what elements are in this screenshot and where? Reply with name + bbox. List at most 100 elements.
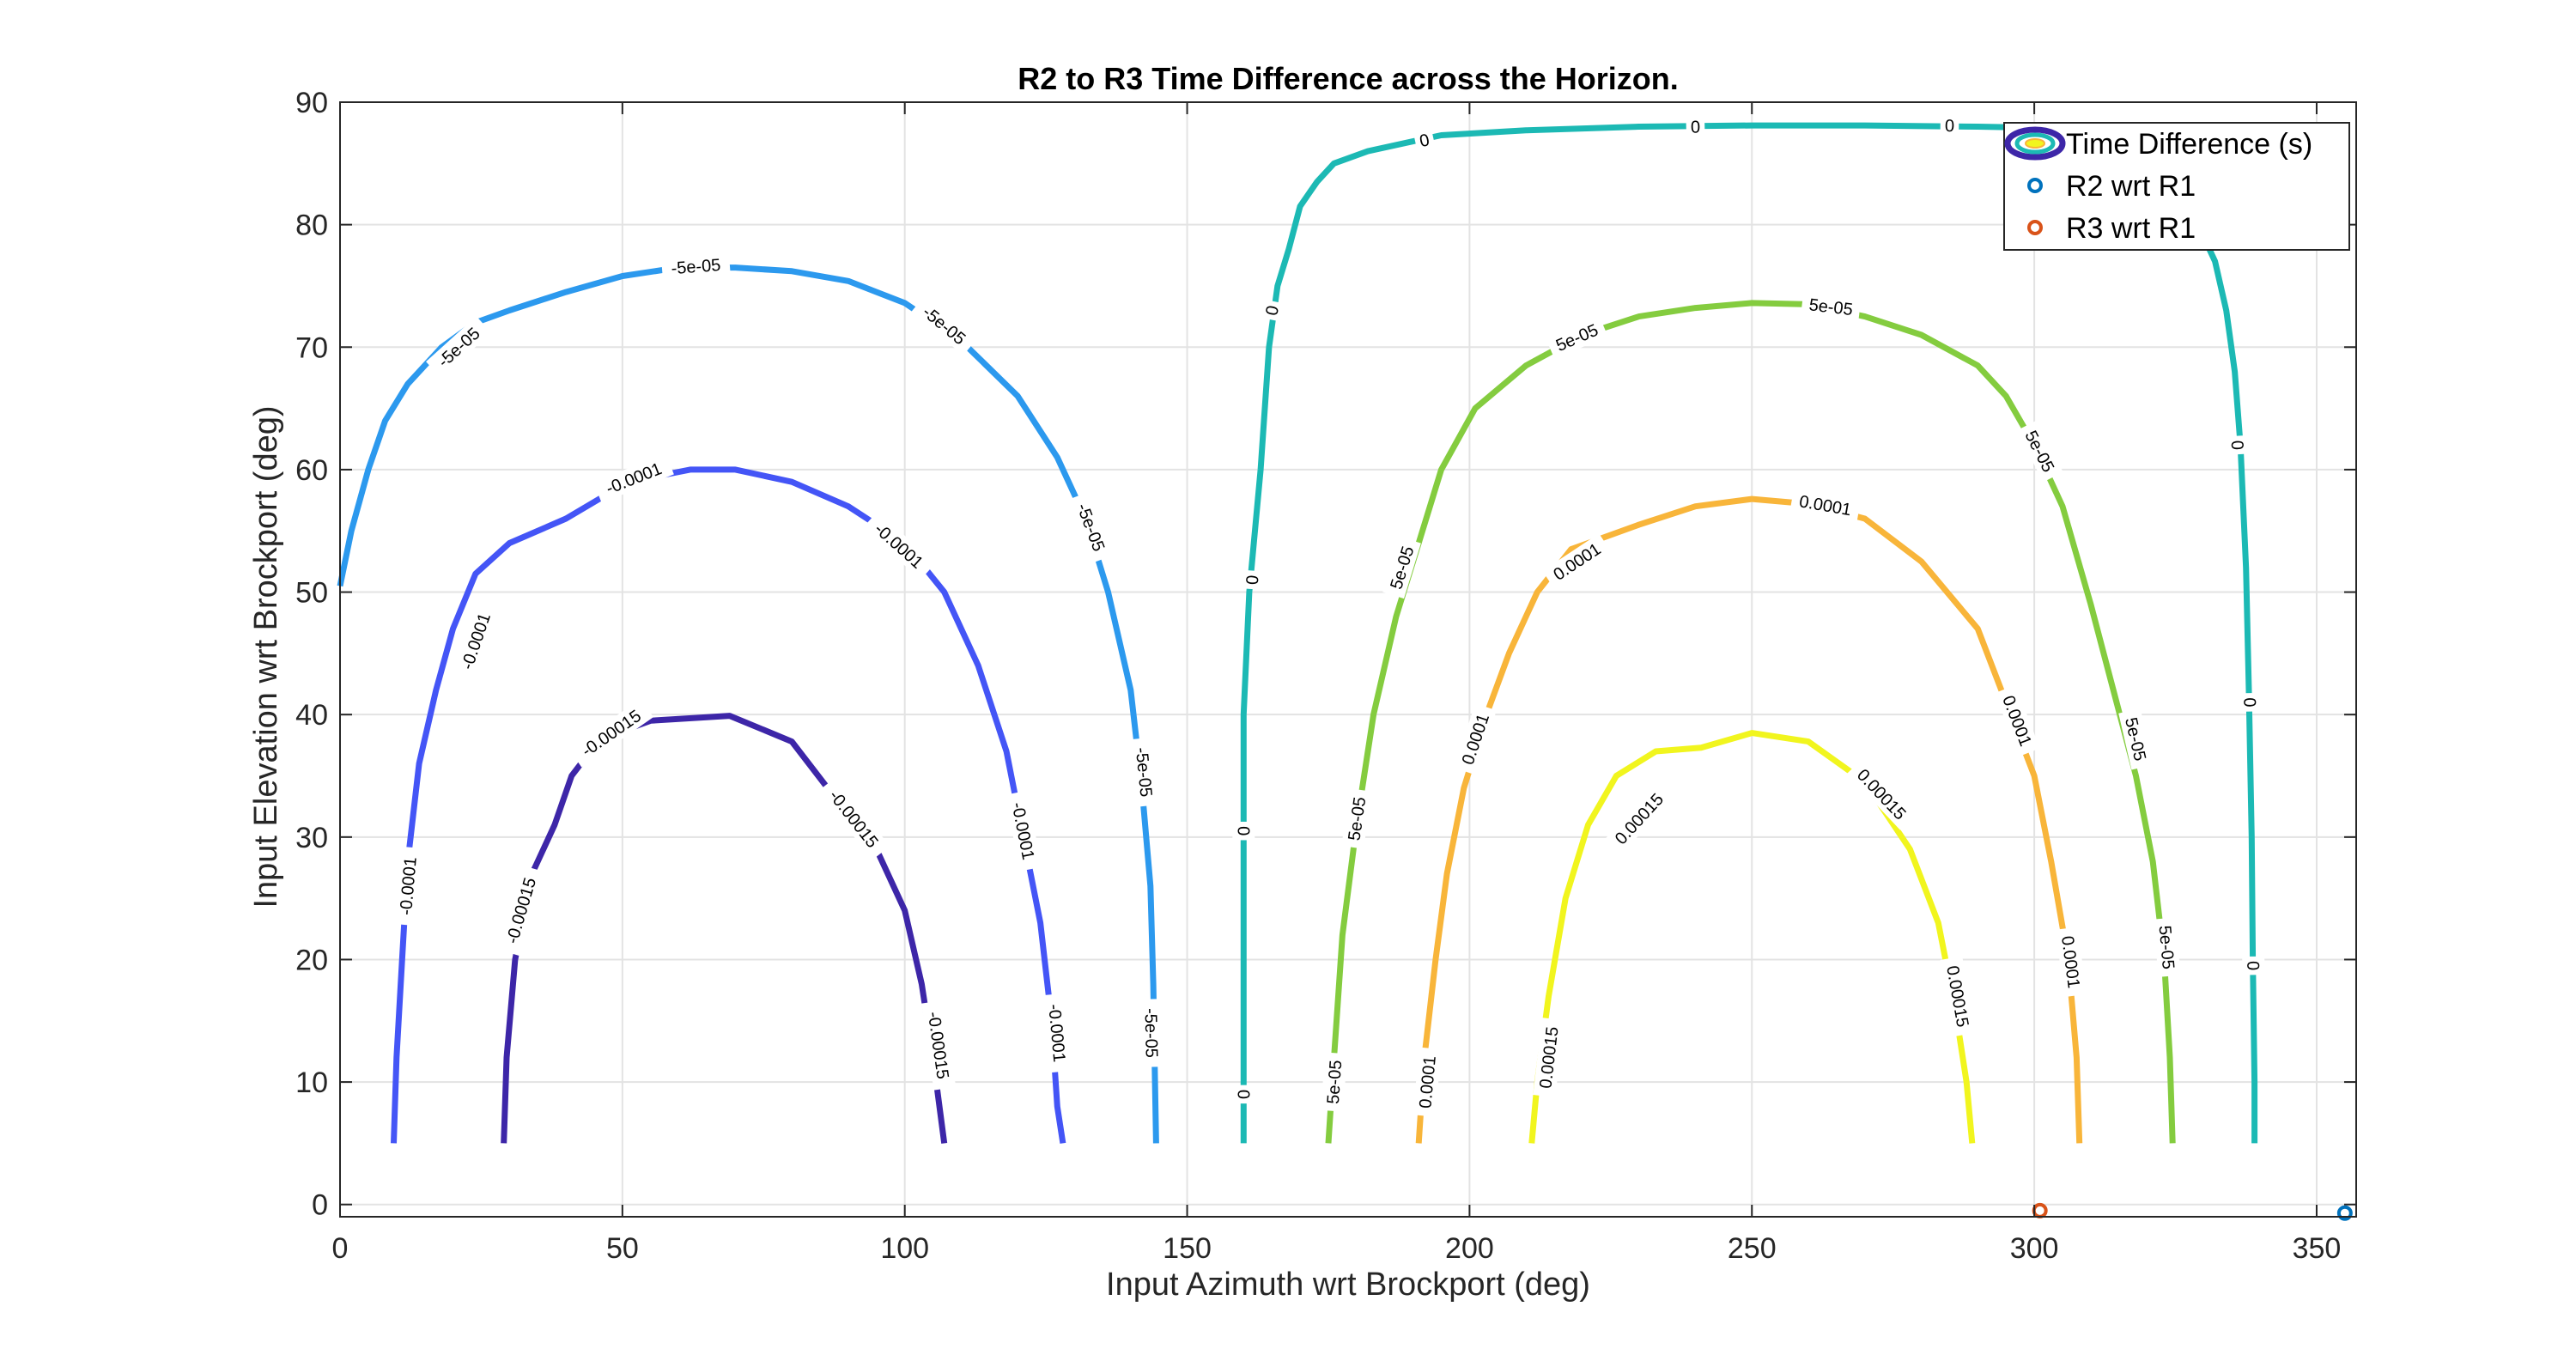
contour-label-bg [1321, 1052, 1347, 1112]
contour-label: 0 [1232, 821, 1255, 841]
contour-label-bg [1042, 993, 1072, 1073]
y-tick-label: 60 [295, 454, 328, 487]
y-tick-label: 20 [295, 944, 328, 976]
contour-label-text: -5e-05 [1140, 1008, 1160, 1058]
contour-label-bg [1686, 115, 1705, 138]
y-tick-label: 90 [295, 87, 328, 119]
contour-label-text: 0 [2227, 440, 2247, 450]
contour-label: 0.0001 [1413, 1047, 1442, 1117]
contour-label: 0 [1259, 299, 1285, 322]
x-axis-label: Input Azimuth wrt Brockport (deg) [1106, 1267, 1590, 1303]
contour-label-bg [1413, 127, 1437, 154]
contour-label-bg [426, 316, 492, 379]
legend-ellipse-middle [2014, 132, 2056, 155]
contour-label: 0 [1686, 115, 1705, 138]
contour-label: 5e-05 [2153, 917, 2181, 977]
plot-area [340, 102, 2356, 1217]
contour-label-bg [1005, 790, 1042, 872]
contour-label-bg [1801, 292, 1862, 322]
contour-label-bg [1847, 758, 1917, 830]
legend-ellipse-outer [2004, 126, 2066, 161]
contour-label-bg [2118, 708, 2154, 770]
contour-legend-icon [2004, 126, 2066, 161]
y-tick-label: 80 [295, 210, 328, 242]
contour-label-bg [1995, 684, 2040, 756]
legend-marker [2027, 220, 2043, 235]
contour-label: 0 [2239, 692, 2262, 712]
contour-label-text: 5e-05 [1324, 1060, 1346, 1105]
contour-label-bg [1068, 491, 1114, 563]
contour-label-text: 0 [2239, 697, 2258, 708]
y-tick-label: 0 [312, 1189, 328, 1222]
contour-label-text: 0 [1691, 118, 1701, 137]
contour-label-bg [393, 846, 422, 927]
plot-frame [339, 101, 2357, 1218]
contour-label-bg [1413, 1047, 1442, 1117]
contour-label: 5e-05 [1321, 1052, 1347, 1112]
contour-label: 5e-05 [1801, 292, 1862, 322]
contour-label-bg [497, 865, 544, 956]
y-axis-label: Input Elevation wrt Brockport (deg) [248, 405, 284, 908]
contour-label-bg [1341, 788, 1372, 849]
contour-label-bg [593, 453, 674, 503]
contour-label-bg [1232, 821, 1255, 841]
x-tick-label: 250 [1728, 1232, 1777, 1265]
contour-label-bg [1129, 737, 1159, 807]
legend-label: Time Difference (s) [2066, 128, 2312, 161]
contour-label-text: 0 [1243, 574, 1263, 586]
contour-label-bg [2055, 927, 2087, 998]
contour-label-bg [1139, 999, 1163, 1067]
contour-label-bg [2016, 420, 2063, 483]
x-tick-label: 200 [1445, 1232, 1494, 1265]
contour-label-bg [661, 252, 731, 281]
x-tick-label: 0 [332, 1232, 349, 1265]
contour-label: 0 [1232, 1085, 1255, 1104]
contour-label-bg [1232, 1085, 1255, 1104]
x-tick-label: 150 [1163, 1232, 1212, 1265]
contour-label-bg [1940, 113, 1959, 137]
contour-label-bg [1546, 315, 1608, 360]
y-tick-label: 50 [295, 577, 328, 610]
x-tick-label: 50 [606, 1232, 639, 1265]
contour-label-bg [910, 295, 978, 355]
contour-label-text: 5e-05 [2155, 925, 2178, 970]
chart-title: R2 to R3 Time Difference across the Hori… [1018, 61, 1679, 96]
contour-label-bg [817, 777, 890, 860]
contour-label-text: -5e-05 [671, 256, 721, 278]
contour-label-text: 0 [1945, 117, 1954, 136]
contour-label: -5e-05 [661, 252, 731, 281]
legend-ellipse-inner [2025, 138, 2045, 149]
contour-label-bg [921, 1000, 957, 1091]
contour-label-bg [2242, 956, 2265, 975]
contour-label-bg [1382, 536, 1421, 599]
contour-label: -0.0001 [1042, 993, 1072, 1073]
contour-label-bg [2226, 434, 2250, 455]
legend-label: R3 wrt R1 [2066, 212, 2196, 245]
legend-label: R2 wrt R1 [2066, 170, 2196, 203]
grid [339, 101, 2356, 1217]
contour-line [1415, 495, 2083, 1144]
contour-label: -5e-05 [1139, 999, 1163, 1067]
contour-label-bg [1542, 533, 1612, 590]
contour-label: 0.0001 [2055, 927, 2087, 998]
contour-label-bg [1454, 703, 1497, 775]
contour-label: 0 [1940, 113, 1959, 137]
contour-label-bg [2239, 692, 2262, 712]
contour-label-bg [1240, 569, 1264, 590]
contour-label: -5e-05 [1129, 737, 1159, 807]
y-tick-label: 10 [295, 1066, 328, 1099]
contour-label-bg [1604, 782, 1674, 855]
marker-point [2336, 1205, 2353, 1221]
contour-label-bg [1789, 488, 1861, 522]
contour-label-text: 0 [1235, 826, 1254, 835]
contour-line [1240, 122, 2258, 1144]
contour-label-text: 0 [1262, 304, 1283, 317]
contour-label: -0.0001 [393, 846, 422, 927]
contour-label-bg [1940, 956, 1977, 1037]
contour-label-text: 0 [1235, 1090, 1254, 1099]
x-tick-label: 100 [880, 1232, 929, 1265]
y-tick-label: 40 [295, 699, 328, 732]
x-tick-label: 350 [2293, 1232, 2342, 1265]
contour-label: 0 [2226, 434, 2250, 455]
